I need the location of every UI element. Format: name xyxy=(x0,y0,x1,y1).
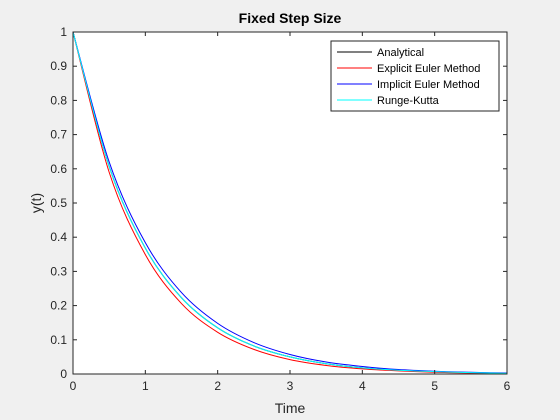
y-tick-label: 0.4 xyxy=(50,230,67,244)
x-tick-label: 5 xyxy=(431,379,438,393)
legend-items: Analytical Explicit Euler Method Implicit … xyxy=(337,47,480,107)
y-tick-label: 1 xyxy=(60,25,67,39)
legend-label-0: Analytical xyxy=(377,47,424,59)
x-axis-title: Time xyxy=(275,400,306,416)
legend-box xyxy=(330,40,500,112)
legend-label-3: Runge-Kutta xyxy=(377,95,440,107)
x-tick-label: 6 xyxy=(504,379,511,393)
x-tick-label: 1 xyxy=(142,379,149,393)
y-ticks: 0 0.1 0.2 0.3 0.4 0.5 0.6 0.7 0.8 0.9 1 xyxy=(50,25,507,381)
y-tick-label: 0.3 xyxy=(50,264,67,278)
legend-label-1: Explicit Euler Method xyxy=(377,63,480,75)
y-tick-label: 0 xyxy=(60,367,67,381)
legend-label-2: Implicit Euler Method xyxy=(377,79,480,91)
y-tick-label: 0.9 xyxy=(50,59,67,73)
x-tick-label: 3 xyxy=(287,379,294,393)
y-tick-label: 0.1 xyxy=(50,333,67,347)
y-tick-label: 0.7 xyxy=(50,128,67,142)
chart-title: Fixed Step Size xyxy=(239,10,342,26)
y-tick-label: 0.6 xyxy=(50,162,67,176)
x-tick-label: 0 xyxy=(70,379,77,393)
y-tick-label: 0.2 xyxy=(50,299,67,313)
x-ticks: 0 1 2 3 4 5 6 xyxy=(70,32,511,393)
x-tick-label: 4 xyxy=(359,379,366,393)
legend: Analytical Explicit Euler Method Implicit … xyxy=(330,40,500,112)
y-axis-title: y(t) xyxy=(28,193,44,213)
y-tick-label: 0.8 xyxy=(50,93,67,107)
series-line-1 xyxy=(72,31,508,374)
x-tick-label: 2 xyxy=(214,379,221,393)
y-tick-label: 0.5 xyxy=(50,196,67,210)
